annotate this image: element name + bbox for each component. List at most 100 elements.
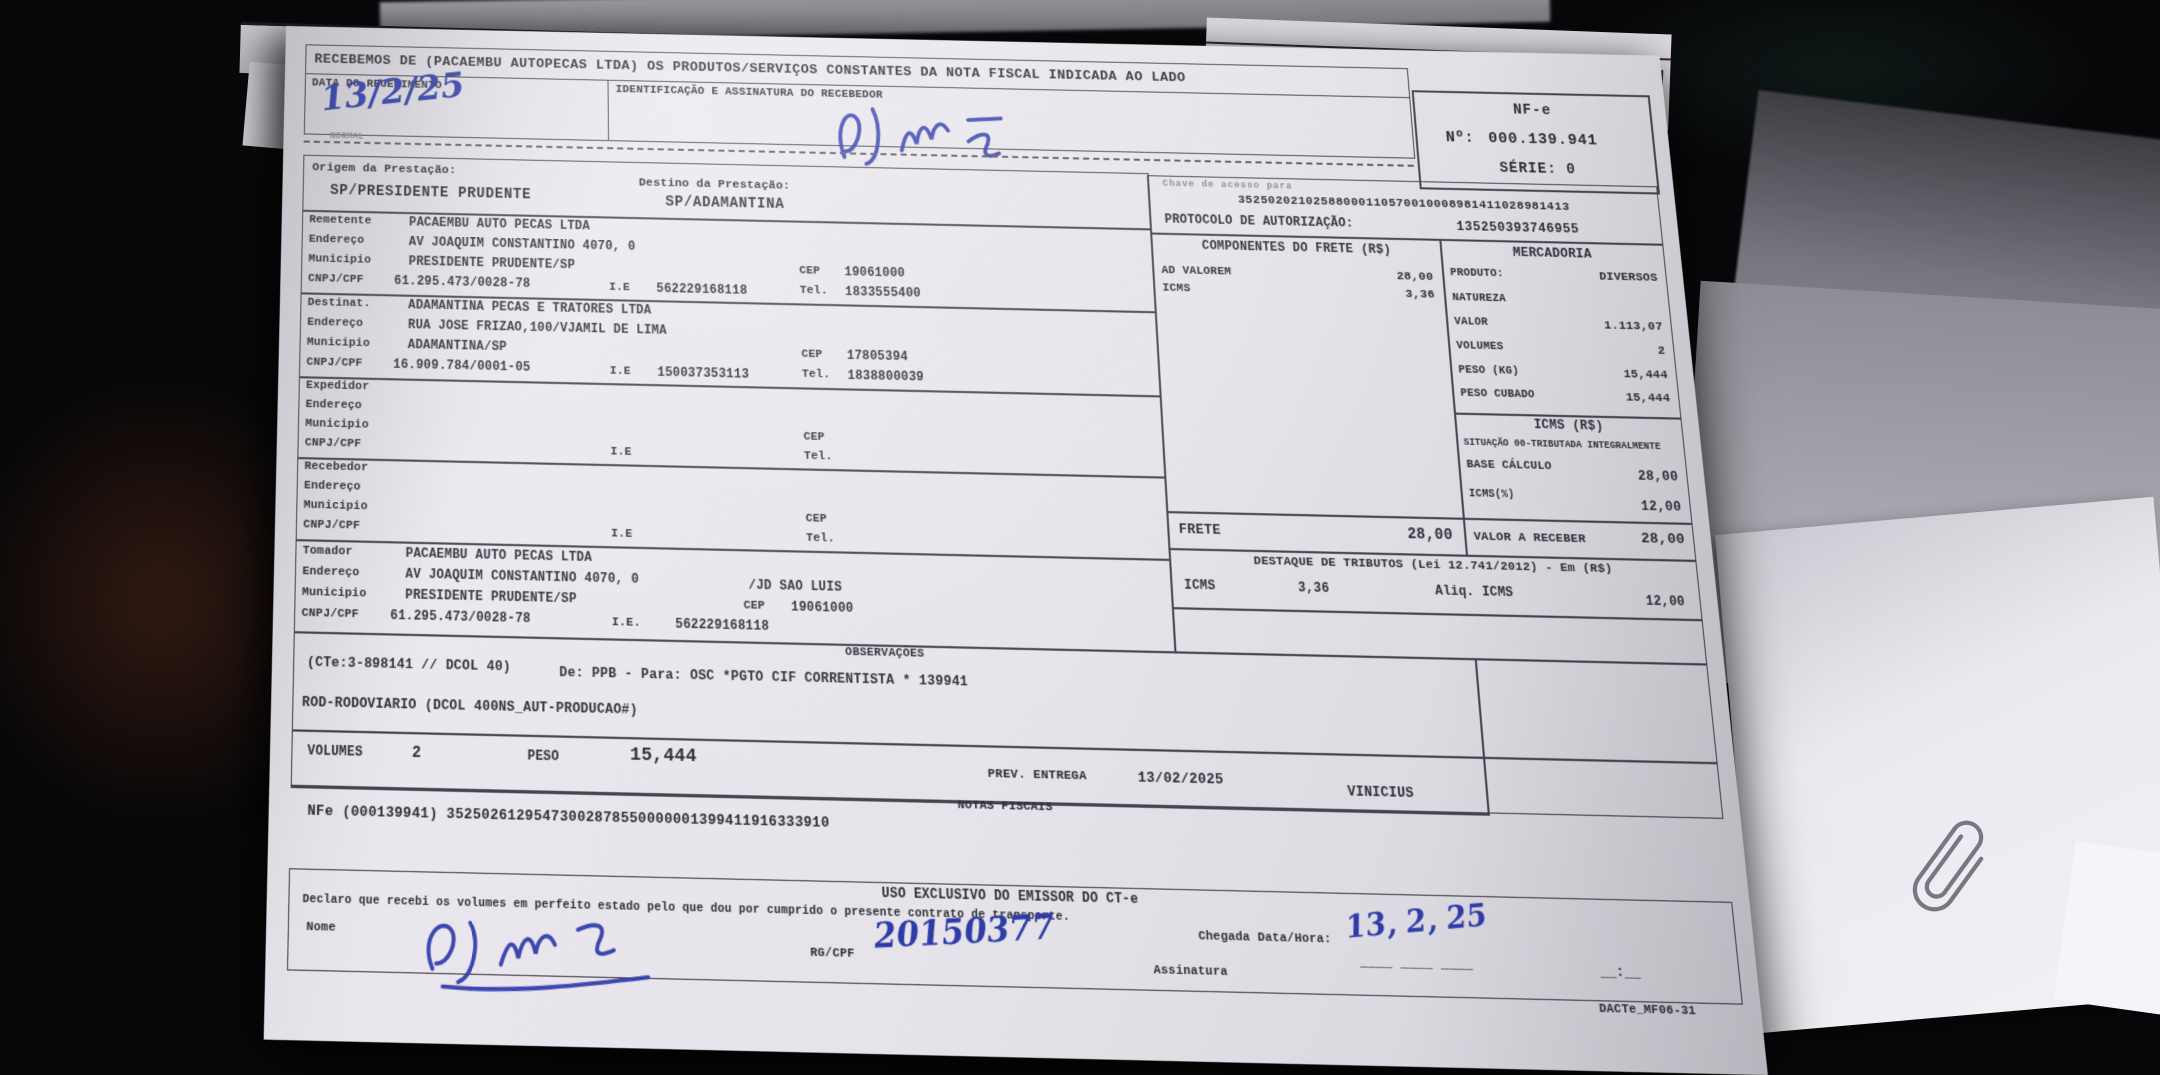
frete-valor: 28,00 — [1406, 526, 1454, 545]
icms-titulo: ICMS (R$) — [1533, 417, 1604, 434]
nfe-box: NF-e Nº: 000.139.941 SÉRIE: 0 — [1411, 90, 1661, 195]
nfe-serie-valor: 0 — [1565, 161, 1577, 179]
remetente-role: Remetente — [309, 213, 372, 228]
icms-aliquota-valor: 12,00 — [1640, 499, 1683, 516]
conferente-nome: VINICIUS — [1347, 784, 1415, 802]
ad-valorem-label: AD VALOREM — [1161, 264, 1232, 279]
origem-valor: SP/PRESIDENTE PRUDENTE — [329, 182, 532, 204]
totais-peso-valor: 15,444 — [629, 744, 697, 768]
destinatario-tel: 1838800039 — [847, 368, 925, 385]
tributos-icms-label: ICMS — [1183, 577, 1216, 594]
base-calculo-valor: 28,00 — [1637, 468, 1680, 485]
nome-label: Nome — [306, 920, 336, 936]
tel-label: Tel. — [803, 450, 833, 464]
cnpj-label: CNPJ/CPF — [304, 436, 362, 451]
cep-label: CEP — [805, 512, 828, 527]
icms-comp-label: ICMS — [1162, 282, 1191, 296]
nfe-numero: 000.139.941 — [1487, 129, 1599, 150]
nfe-titulo: NF-e — [1512, 102, 1553, 120]
recebedor-role: Recebedor — [304, 460, 369, 475]
origem-label: Origem da Prestação: — [312, 160, 457, 178]
volumes-label: VOLUMES — [1455, 339, 1505, 354]
valor-receber-label: VALOR A RECEBER — [1473, 529, 1587, 547]
destino-valor: SP/ADAMANTINA — [665, 194, 785, 214]
municipio-label: Municipio — [308, 253, 372, 267]
mercadoria-box: MERCADORIA PRODUTO: DIVERSOS NATUREZA VA… — [1439, 238, 1682, 420]
ie-label: I.E. — [611, 616, 641, 631]
volumes-valor: 2 — [1657, 344, 1666, 359]
dacte-document: RECEBEMOS DE (PACAEMBU AUTOPECAS LTDA) O… — [263, 26, 1768, 1075]
expedidor-role: Expedidor — [305, 379, 370, 394]
peso-label: PESO (KG) — [1458, 364, 1520, 379]
remetente-cnpj: 61.295.473/0028-78 — [393, 273, 531, 292]
chegada-blanks: ____ ____ ____ — [1359, 953, 1474, 973]
observacoes-filler — [1474, 658, 1718, 765]
chegada-label: Chegada Data/Hora: — [1198, 929, 1333, 948]
destinatario-nome: ADAMANTINA PECAS E TRATORES LTDA — [408, 297, 652, 318]
totais-peso-label: PESO — [527, 748, 560, 765]
cep-label: CEP — [799, 264, 821, 278]
icms-comp-valor: 3,36 — [1405, 287, 1436, 302]
valor-label: VALOR — [1453, 315, 1489, 330]
cnpj-label: CNPJ/CPF — [306, 356, 363, 371]
destino-label: Destino da Prestação: — [638, 176, 791, 193]
chave-label: Chave de acesso para — [1162, 178, 1294, 192]
peso-valor: 15,444 — [1622, 367, 1669, 383]
tributos-aliq-label: Aliq. ICMS — [1434, 583, 1515, 601]
componentes-titulo: COMPONENTES DO FRETE (R$) — [1201, 238, 1392, 258]
endereco-label: Endereço — [305, 398, 363, 413]
endereco-label: Endereço — [307, 316, 364, 331]
municipio-label: Municipio — [301, 586, 367, 601]
ie-label: I.E — [610, 445, 632, 460]
frete-label: FRETE — [1178, 521, 1222, 539]
municipio-label: Municipio — [303, 499, 368, 514]
produto-label: PRODUTO: — [1449, 266, 1505, 281]
produto-valor: DIVERSOS — [1598, 270, 1659, 285]
hora-blank: __:__ — [1599, 963, 1642, 982]
totais-volumes-valor: 2 — [411, 744, 422, 763]
remetente-nome: PACAEMBU AUTO PECAS LTDA — [408, 215, 591, 234]
cep-label: CEP — [803, 430, 825, 445]
tributos-aliq-valor: 12,00 — [1645, 593, 1686, 610]
nome-signature — [384, 907, 735, 996]
endereco-label: Endereço — [302, 565, 360, 580]
totais-volumes-label: VOLUMES — [307, 743, 363, 761]
tomador-role: Tomador — [302, 544, 353, 559]
destinatario-ie: 150037353113 — [657, 365, 750, 382]
destinatario-cep: 17805394 — [846, 348, 909, 365]
totais-filler — [1482, 756, 1724, 819]
base-calculo-label: BASE CÁLCULO — [1466, 458, 1553, 474]
ie-label: I.E — [609, 281, 631, 295]
observacoes-texto: De: PPB - Para: OSC *PGTO CIF CORRENTIST… — [559, 664, 969, 690]
nfe-serie-label: SÉRIE: — [1498, 160, 1558, 179]
prev-entrega-valor: 13/02/2025 — [1137, 769, 1225, 789]
valor-receber-valor: 28,00 — [1640, 531, 1686, 549]
chave-valor: 3525020210258800011057001000898141102898… — [1237, 193, 1571, 215]
paperclip — [1912, 820, 1984, 912]
tomador-municipio: PRESIDENTE PRUDENTE/SP — [405, 587, 577, 607]
remetente-ie: 562229168118 — [656, 281, 748, 299]
endereco-label: Endereço — [308, 233, 365, 248]
peso-cubado-label: PESO CUBADO — [1460, 387, 1536, 402]
documento-codigo: DACTe_MF06-31 — [1598, 1002, 1697, 1019]
tel-label: Tel. — [806, 532, 835, 546]
remetente-endereco: AV JOAQUIM CONSTANTINO 4070, 0 — [408, 234, 636, 255]
tomador-cnpj: 61.295.473/0028-78 — [390, 607, 531, 627]
observacoes-linha2: ROD-RODOVIARIO (DCOL 400NS_AUT-PRODUCAO#… — [301, 694, 638, 719]
icms-situacao: SITUAÇÃO 00-TRIBUTADA INTEGRALMENTE — [1463, 437, 1662, 453]
destinatario-cnpj: 16.909.784/0001-05 — [393, 357, 531, 375]
valor-valor: 1.113,07 — [1603, 319, 1664, 334]
icms-aliquota-label: ICMS(%) — [1468, 488, 1516, 502]
prev-entrega-label: PREV. ENTREGA — [987, 766, 1088, 784]
tributos-icms-valor: 3,36 — [1297, 580, 1330, 597]
protocolo-valor: 135250393746955 — [1455, 219, 1580, 237]
observacoes-cte-ref: (CTe:3-898141 // DCOL 40) — [306, 654, 512, 675]
tomador-nome: PACAEMBU AUTO PECAS LTDA — [405, 545, 593, 566]
peso-cubado-valor: 15,444 — [1625, 390, 1671, 406]
municipio-label: Municipio — [306, 336, 370, 351]
icms-box: ICMS (R$) SITUAÇÃO 00-TRIBUTADA INTEGRAL… — [1453, 412, 1693, 526]
protocolo-label: PROTOCOLO DE AUTORIZAÇÃO: — [1164, 212, 1354, 231]
cnpj-label: CNPJ/CPF — [301, 607, 360, 622]
cnpj-label: CNPJ/CPF — [303, 518, 361, 533]
